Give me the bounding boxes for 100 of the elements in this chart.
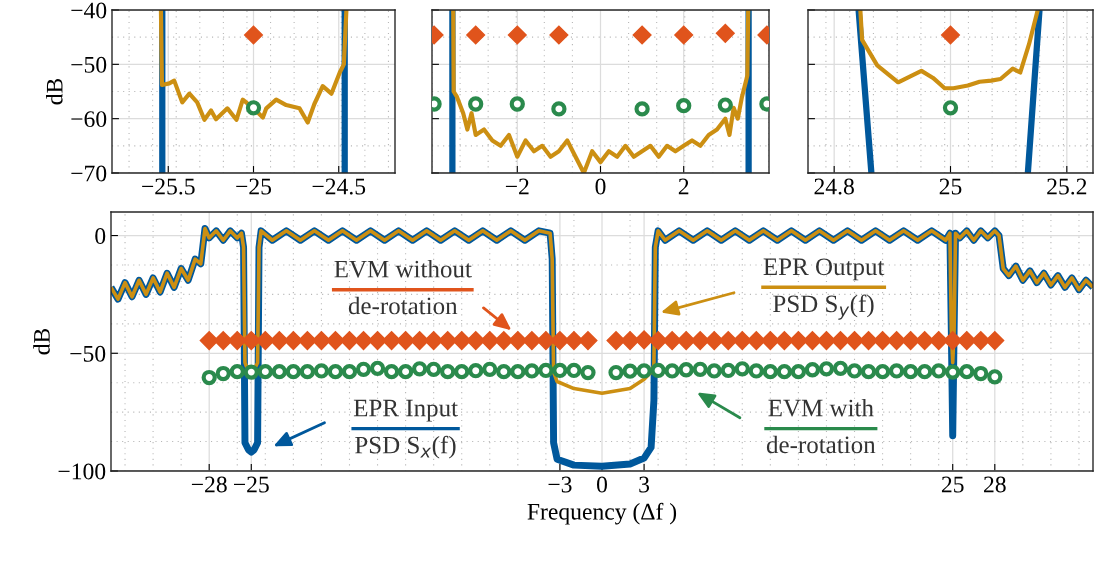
point xyxy=(241,331,261,351)
point xyxy=(931,363,947,379)
point xyxy=(915,331,935,351)
x-tick-label: 25.2 xyxy=(1047,178,1087,195)
point xyxy=(674,25,694,45)
point xyxy=(748,363,764,379)
point xyxy=(466,25,486,45)
point xyxy=(550,331,570,351)
series-label: EVM without de-rotation xyxy=(334,259,472,315)
point xyxy=(676,331,696,351)
point xyxy=(369,360,386,376)
point xyxy=(536,331,556,351)
x-tick-label: 25 xyxy=(939,178,962,195)
point xyxy=(760,331,780,351)
y-tick-label: −40 xyxy=(71,2,107,19)
point xyxy=(943,331,963,351)
point xyxy=(482,361,498,377)
point xyxy=(440,363,456,380)
point xyxy=(522,331,542,351)
point xyxy=(706,363,722,379)
y-tick-label: −60 xyxy=(71,111,107,128)
legend-label: EVM with de-rotation xyxy=(766,398,876,454)
point xyxy=(973,365,989,382)
point xyxy=(269,331,289,351)
point xyxy=(213,331,233,351)
point xyxy=(466,331,486,351)
point xyxy=(676,97,692,114)
point xyxy=(566,362,582,379)
point xyxy=(452,331,472,351)
point xyxy=(480,331,500,351)
x-tick-label: 0 xyxy=(595,178,606,195)
point xyxy=(201,369,217,386)
x-tick-label: 3 xyxy=(639,476,650,493)
point xyxy=(243,364,259,380)
point xyxy=(804,362,821,378)
point xyxy=(692,361,708,377)
point xyxy=(468,96,484,112)
point xyxy=(507,25,527,45)
line-series xyxy=(158,10,349,125)
point xyxy=(690,331,710,351)
x-tick-label: −25 xyxy=(236,178,272,195)
point xyxy=(917,363,933,380)
point xyxy=(929,331,949,351)
point xyxy=(717,97,733,113)
point xyxy=(718,331,738,351)
x-axis-title: Frequency (Δf ) xyxy=(527,502,677,525)
point xyxy=(608,364,624,381)
point xyxy=(257,363,273,380)
point xyxy=(704,331,724,351)
y-tick-label: −50 xyxy=(71,56,107,73)
point xyxy=(606,331,626,351)
point xyxy=(215,365,231,382)
point xyxy=(299,363,316,380)
x-tick-label: −2 xyxy=(505,178,529,195)
point xyxy=(662,331,682,351)
point xyxy=(285,363,302,380)
point xyxy=(985,331,1005,351)
point xyxy=(552,362,568,379)
point xyxy=(832,360,849,376)
y-tick-label: 0 xyxy=(95,228,106,244)
point xyxy=(508,331,528,351)
line-series xyxy=(111,226,1093,396)
point xyxy=(327,363,344,380)
y-tick-label: −50 xyxy=(70,345,106,362)
point xyxy=(987,369,1003,385)
point xyxy=(271,363,287,380)
point xyxy=(622,363,638,379)
point xyxy=(732,331,752,351)
point xyxy=(426,361,442,377)
point xyxy=(945,364,961,380)
y-axis-title: dB xyxy=(33,328,50,355)
point xyxy=(341,363,358,380)
point xyxy=(959,363,975,380)
point xyxy=(551,101,567,117)
point xyxy=(578,331,598,351)
point xyxy=(229,363,245,380)
point xyxy=(496,363,512,380)
point xyxy=(524,363,540,379)
point xyxy=(549,25,569,45)
point xyxy=(650,362,666,379)
point xyxy=(715,23,735,43)
point xyxy=(846,363,863,379)
point xyxy=(971,331,991,351)
x-tick-label: −25 xyxy=(234,476,269,493)
legend-label: EPR Input PSD S$_{x}$(f) xyxy=(353,399,458,459)
point xyxy=(874,363,891,380)
point xyxy=(746,331,766,351)
point xyxy=(580,364,596,381)
point xyxy=(790,363,807,380)
x-tick-label: 25 xyxy=(941,476,964,493)
legend-label: EPR Output PSD S$_{y}$(f) xyxy=(763,258,885,320)
point xyxy=(227,331,247,351)
point xyxy=(538,362,554,379)
x-tick-label: 2 xyxy=(678,178,689,195)
x-tick-label: −25.5 xyxy=(142,178,195,195)
point xyxy=(902,363,919,380)
y-tick-label: −70 xyxy=(71,165,107,182)
point xyxy=(648,331,668,351)
point xyxy=(636,363,652,379)
point xyxy=(494,331,514,351)
